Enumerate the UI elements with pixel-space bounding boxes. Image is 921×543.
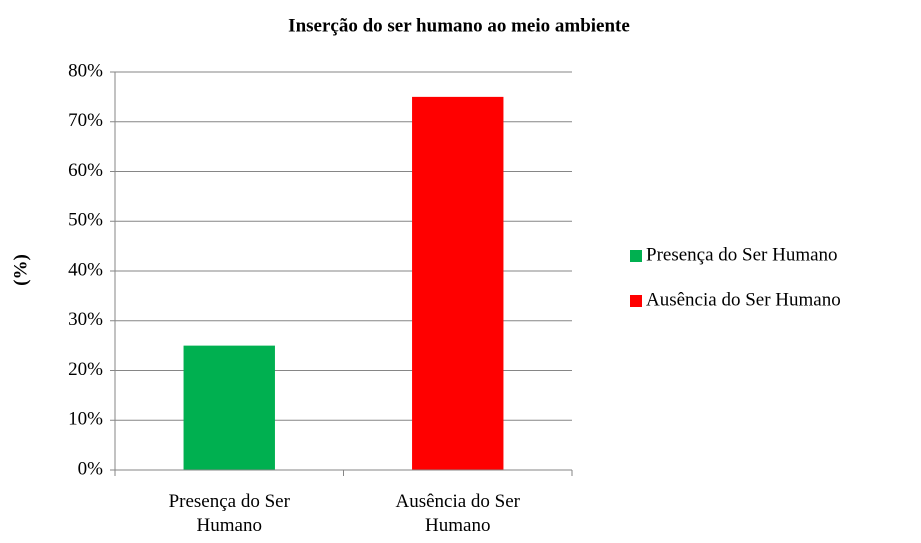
legend-label: Presença do Ser Humano (646, 244, 838, 265)
y-tick-label: 0% (78, 458, 104, 479)
legend-label: Ausência do Ser Humano (646, 289, 841, 310)
chart-title: Inserção do ser humano ao meio ambiente (288, 15, 630, 36)
y-tick-label: 70% (68, 110, 103, 131)
y-tick-label: 20% (68, 359, 103, 380)
legend-swatch (630, 295, 642, 307)
x-tick-label: Presença do Ser Humano (169, 491, 291, 536)
y-tick-label: 10% (68, 409, 103, 430)
bar (412, 96, 504, 470)
legend-swatch (630, 250, 642, 262)
y-tick-label: 60% (68, 160, 103, 181)
y-tick-label: 50% (68, 210, 103, 231)
y-tick-label: 30% (68, 309, 103, 330)
y-tick-label: 40% (68, 259, 103, 280)
x-tick-label: Ausência do Ser Humano (395, 491, 520, 536)
bar (183, 345, 275, 470)
y-tick-label: 80% (68, 60, 103, 81)
y-axis-label: (%) (10, 254, 31, 286)
